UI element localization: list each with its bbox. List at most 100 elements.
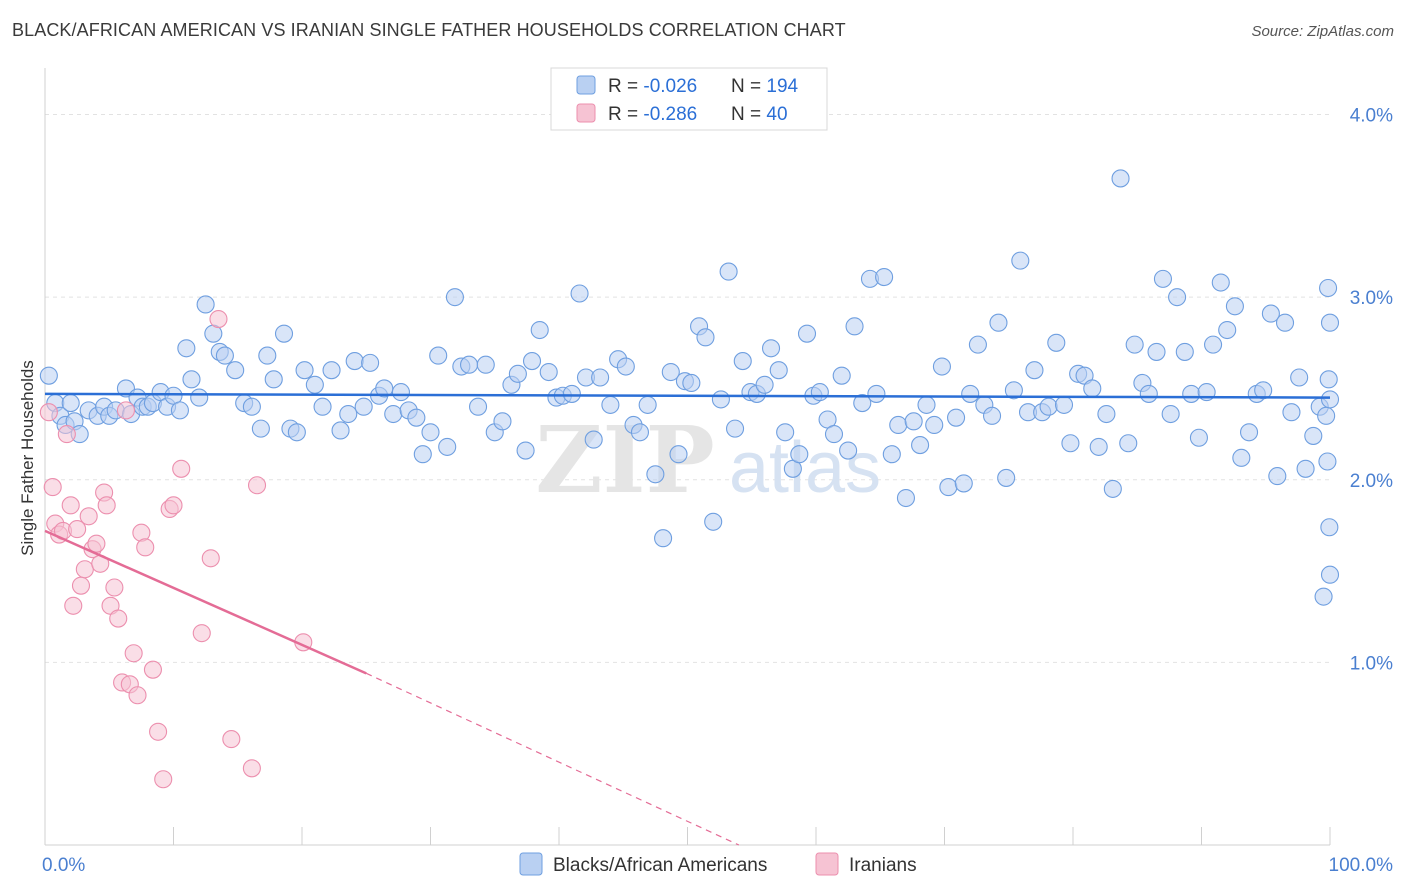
- point-iranians-21: [116, 401, 136, 420]
- point-blacks-43: [339, 404, 358, 424]
- point-iranians-29: [154, 770, 173, 789]
- point-blacks-183: [1320, 390, 1340, 409]
- point-blacks-45: [354, 397, 373, 416]
- point-blacks-104: [797, 324, 817, 343]
- point-blacks-93: [719, 262, 738, 281]
- stats-legend-n-1: N = 194: [731, 76, 799, 97]
- legend-label-blacks: Blacks/African Americans: [553, 855, 767, 876]
- point-blacks-147: [1103, 479, 1122, 498]
- point-blacks-131: [989, 313, 1008, 332]
- point-blacks-184: [1320, 565, 1340, 584]
- y-axis-title: Single Father Households: [18, 360, 37, 556]
- n-value-1: 194: [766, 76, 798, 97]
- data-points: [39, 169, 1340, 789]
- point-blacks-44: [345, 352, 364, 371]
- point-blacks-57: [445, 288, 464, 307]
- point-iranians-26: [136, 538, 155, 557]
- y-tick-label-1: 2.0%: [1350, 471, 1393, 492]
- point-blacks-65: [508, 364, 527, 383]
- point-blacks-73: [570, 284, 589, 303]
- point-blacks-53: [413, 445, 432, 464]
- point-blacks-31: [242, 397, 261, 416]
- point-blacks-178: [1317, 406, 1336, 425]
- r-label-1: R =: [608, 76, 643, 97]
- point-blacks-173: [1290, 368, 1309, 387]
- point-blacks-134: [1011, 251, 1030, 270]
- stats-legend-row-2: R = -0.286: [608, 104, 697, 125]
- point-blacks-90: [696, 328, 715, 347]
- point-blacks-182: [1320, 518, 1339, 537]
- point-iranians-24: [128, 686, 147, 705]
- point-blacks-54: [421, 423, 440, 442]
- point-blacks-115: [875, 268, 894, 287]
- point-blacks-99: [761, 339, 781, 358]
- point-blacks-156: [1168, 288, 1187, 307]
- point-blacks-165: [1232, 448, 1251, 467]
- point-blacks-23: [182, 370, 201, 389]
- point-iranians-33: [192, 624, 211, 643]
- point-blacks-40: [313, 397, 332, 416]
- point-blacks-106: [810, 383, 829, 402]
- point-iranians-1: [43, 478, 62, 497]
- r-value-1: -0.026: [643, 76, 697, 97]
- point-blacks-98: [755, 375, 774, 394]
- point-blacks-116: [882, 445, 901, 464]
- point-blacks-144: [1083, 379, 1102, 398]
- point-iranians-36: [222, 730, 241, 749]
- point-blacks-136: [1025, 361, 1044, 380]
- point-blacks-149: [1119, 434, 1138, 453]
- stats-legend-swatch-blue: [576, 75, 596, 95]
- point-iranians-27: [143, 660, 162, 679]
- stats-legend-box: [550, 67, 828, 131]
- trend-line-1: [44, 529, 367, 675]
- chart-source: Source: ZipAtlas.com: [1251, 23, 1394, 40]
- point-iranians-19: [109, 609, 128, 628]
- point-blacks-92: [711, 390, 730, 409]
- point-blacks-60: [468, 397, 488, 416]
- stats-legend-row-1: R = -0.026: [608, 76, 697, 97]
- point-iranians-34: [201, 549, 220, 568]
- legend-swatch-iranians: [815, 852, 839, 876]
- point-iranians-13: [87, 534, 106, 553]
- point-iranians-6: [61, 496, 80, 515]
- point-blacks-177: [1314, 587, 1333, 606]
- point-blacks-166: [1239, 423, 1259, 442]
- point-blacks-109: [832, 366, 851, 385]
- point-blacks-83: [646, 465, 665, 484]
- point-blacks-128: [968, 335, 987, 354]
- point-blacks-59: [459, 355, 479, 374]
- trend-line-0: [44, 392, 1331, 399]
- point-iranians-38: [247, 476, 267, 495]
- point-blacks-46: [361, 353, 380, 372]
- point-blacks-152: [1139, 384, 1158, 403]
- point-blacks-125: [947, 408, 966, 427]
- n-label-2: N =: [731, 104, 766, 125]
- point-blacks-28: [215, 346, 234, 365]
- point-blacks-68: [530, 320, 549, 340]
- point-blacks-119: [904, 412, 923, 431]
- point-blacks-111: [845, 317, 864, 336]
- point-blacks-124: [939, 478, 958, 497]
- stats-legend-n-2: N = 40: [731, 104, 788, 125]
- point-blacks-118: [896, 488, 916, 508]
- point-blacks-42: [331, 421, 350, 440]
- point-iranians-0: [39, 403, 58, 422]
- point-iranians-32: [172, 459, 191, 478]
- point-blacks-155: [1161, 404, 1180, 424]
- point-blacks-185: [1320, 313, 1340, 332]
- stats-legend-swatch-pink: [576, 103, 596, 123]
- point-blacks-157: [1175, 342, 1194, 361]
- point-blacks-86: [669, 445, 688, 464]
- point-blacks-169: [1261, 304, 1280, 323]
- point-blacks-39: [305, 375, 324, 394]
- point-blacks-50: [391, 383, 410, 402]
- point-blacks-108: [824, 425, 844, 444]
- point-blacks-132: [997, 468, 1016, 487]
- point-blacks-181: [1319, 370, 1338, 389]
- point-blacks-133: [1004, 381, 1023, 400]
- point-iranians-9: [71, 576, 91, 595]
- point-blacks-164: [1225, 297, 1244, 316]
- point-iranians-37: [242, 759, 261, 778]
- point-blacks-29: [226, 361, 245, 380]
- r-value-2: -0.286: [643, 104, 697, 125]
